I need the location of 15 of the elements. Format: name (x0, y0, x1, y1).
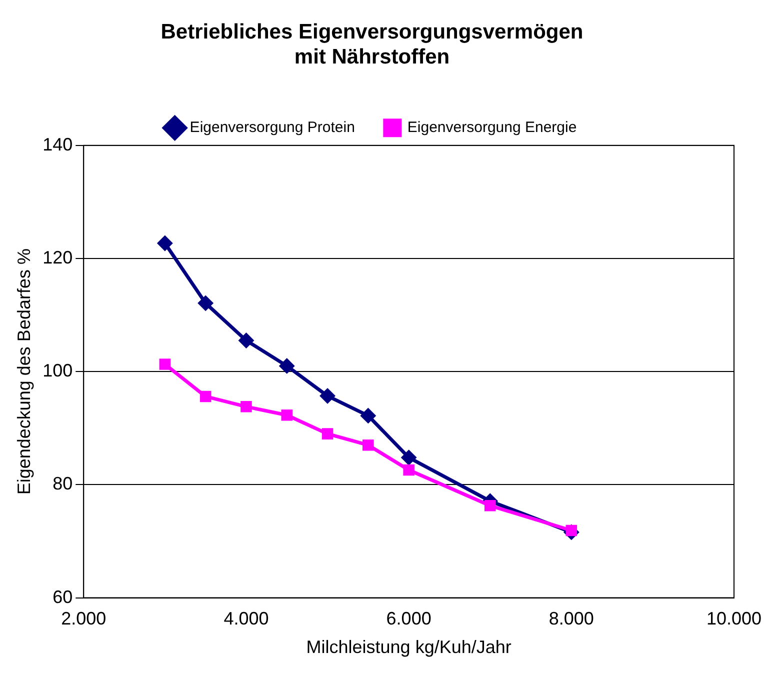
legend-label: Eigenversorgung Protein (190, 119, 355, 136)
x-tick-label: 4.000 (224, 608, 269, 629)
y-tick-label: 100 (42, 360, 73, 381)
x-tick-label: 6.000 (386, 608, 432, 629)
chart-title: Betriebliches Eigenversorgungsvermögen mit Nährstoffen (160, 20, 584, 69)
y-tick-label: 80 (52, 474, 73, 494)
y-axis-title: Eigendeckung des Bedarfes % (14, 248, 34, 495)
y-tick-label: 60 (52, 586, 73, 607)
y-tick-label: 140 (42, 134, 73, 154)
x-tick-label: 10.000 (706, 608, 762, 629)
x-tick-label: 8.000 (548, 608, 594, 629)
y-tick-label: 120 (42, 247, 73, 268)
x-tick-label: 2.000 (61, 608, 106, 629)
legend-label: Eigenversorgung Energie (407, 119, 577, 136)
x-axis-title: Milchleistung kg/Kuh/Jahr (306, 637, 512, 658)
